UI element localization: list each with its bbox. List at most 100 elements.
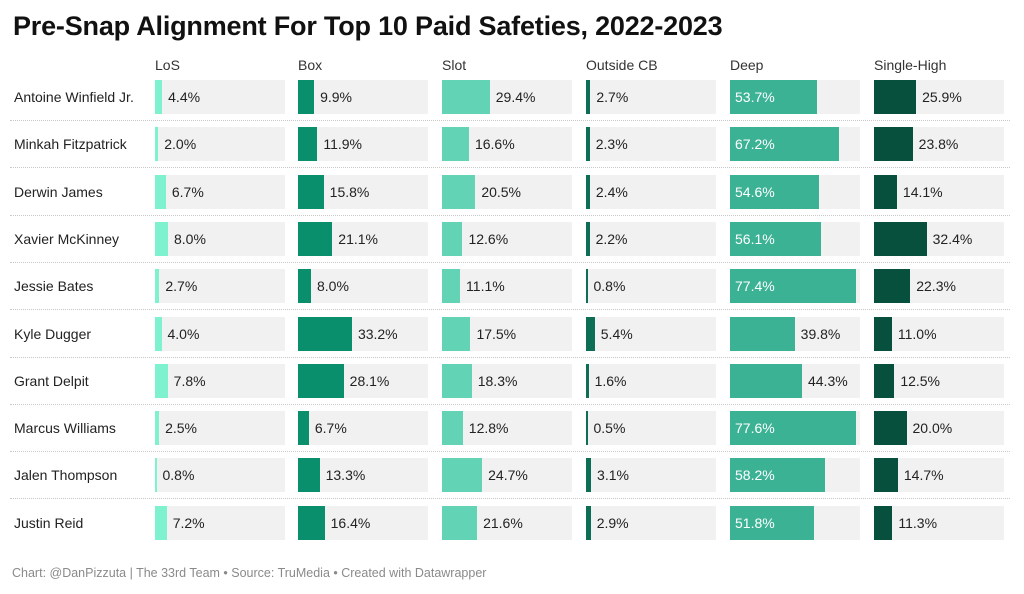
player-name: Marcus Williams <box>14 420 116 437</box>
value-label: 44.3% <box>807 372 848 389</box>
bar <box>874 316 892 351</box>
bar <box>586 269 588 304</box>
bar <box>730 221 822 256</box>
value-label: 8.0% <box>317 278 349 295</box>
bar <box>586 80 591 114</box>
bar-background <box>155 80 285 114</box>
value-label: 6.7% <box>171 183 204 200</box>
bar <box>586 316 595 351</box>
row-divider <box>10 214 1010 216</box>
value-label: 4.4% <box>168 89 201 105</box>
player-name: Derwin James <box>14 183 103 200</box>
bar-background <box>874 363 1004 398</box>
bar <box>155 363 168 398</box>
bar-background <box>442 269 572 304</box>
bar <box>155 127 159 162</box>
bar <box>298 221 333 256</box>
bar-background <box>586 174 716 209</box>
bar <box>874 458 898 493</box>
bar <box>298 458 320 493</box>
value-label: 4.0% <box>167 325 200 342</box>
player-name: Jessie Bates <box>14 278 94 295</box>
row-divider <box>10 167 1010 169</box>
value-label: 16.4% <box>330 514 371 531</box>
player-name: Minkah Fitzpatrick <box>14 136 127 153</box>
bar <box>155 458 157 493</box>
bar <box>730 458 825 493</box>
player-name: Justin Reid <box>14 514 84 531</box>
value-label: 17.5% <box>476 325 517 342</box>
column-header: Slot <box>442 57 467 73</box>
bar <box>155 411 160 446</box>
bar <box>298 127 318 162</box>
value-label: 11.1% <box>466 278 505 295</box>
value-label: 5.4% <box>600 325 633 342</box>
column-header: Single-High <box>874 57 947 73</box>
value-label: 14.7% <box>903 467 944 484</box>
bar-background <box>298 269 428 304</box>
value-label: 7.8% <box>173 372 206 389</box>
player-name: Xavier McKinney <box>14 230 120 247</box>
bar <box>874 80 917 114</box>
bar <box>442 127 469 162</box>
bar <box>874 269 911 304</box>
value-label: 77.4% <box>735 278 775 295</box>
bar-background <box>586 127 716 162</box>
bar-background <box>586 458 716 493</box>
bar <box>442 269 461 304</box>
bar <box>730 363 802 398</box>
bar <box>874 127 913 162</box>
value-label: 15.8% <box>329 183 370 200</box>
bar <box>442 411 463 446</box>
chart-title: Pre-Snap Alignment For Top 10 Paid Safet… <box>13 11 723 41</box>
bar <box>155 221 168 256</box>
row-divider <box>10 498 1010 500</box>
bar <box>298 316 352 351</box>
value-label: 39.8% <box>800 325 841 342</box>
bar <box>586 505 591 540</box>
value-label: 2.4% <box>595 183 628 200</box>
value-label: 18.3% <box>477 372 518 389</box>
value-label: 2.9% <box>596 514 629 531</box>
bar <box>730 411 857 446</box>
bar-background <box>442 411 572 446</box>
bar-background <box>155 127 285 162</box>
bar <box>155 174 166 209</box>
bar-background <box>874 505 1004 540</box>
bar <box>155 316 162 351</box>
bar <box>298 363 344 398</box>
bar <box>730 316 795 351</box>
bar-background <box>586 269 716 304</box>
bar <box>730 127 840 162</box>
bar <box>586 363 589 398</box>
value-label: 29.4% <box>495 89 536 105</box>
bar-background <box>586 363 716 398</box>
bar <box>874 221 927 256</box>
value-label: 3.1% <box>597 467 629 484</box>
player-name: Kyle Dugger <box>14 325 92 342</box>
bar <box>298 411 309 446</box>
bar-background <box>298 127 428 162</box>
value-label: 2.5% <box>165 420 197 437</box>
bar-background <box>155 411 285 446</box>
value-label: 1.6% <box>594 372 627 389</box>
bar-background <box>155 505 285 540</box>
column-header: LoS <box>155 57 180 73</box>
bar-background <box>874 316 1004 351</box>
value-label: 56.1% <box>735 230 775 247</box>
value-label: 14.1% <box>902 183 943 200</box>
bar-background <box>586 80 716 114</box>
bar <box>442 221 463 256</box>
bar-background <box>586 411 716 446</box>
bar <box>155 80 163 114</box>
value-label: 6.7% <box>314 420 347 437</box>
bar <box>155 505 167 540</box>
value-label: 11.0% <box>897 325 937 342</box>
value-label: 21.1% <box>338 230 378 247</box>
value-label: 2.7% <box>165 278 198 295</box>
value-label: 28.1% <box>349 372 390 389</box>
value-label: 0.8% <box>593 278 626 295</box>
bar <box>874 505 893 540</box>
value-label: 23.8% <box>918 136 959 153</box>
